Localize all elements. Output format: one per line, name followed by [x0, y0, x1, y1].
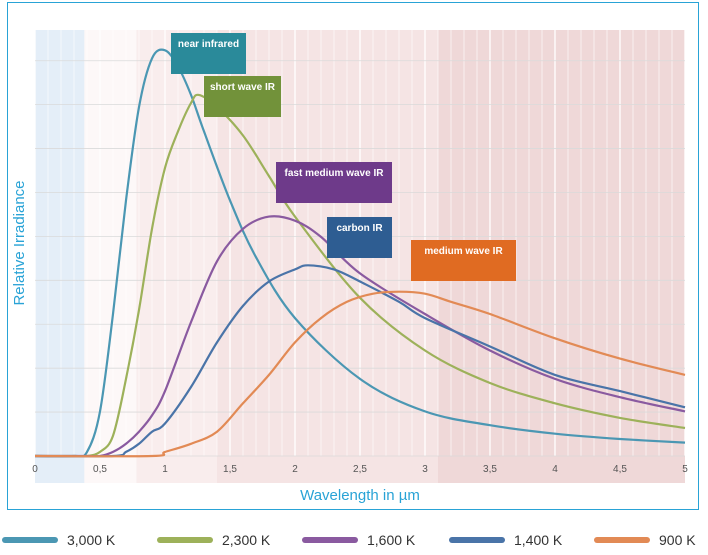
series-line-3 — [34, 264, 686, 458]
chart-frame — [7, 2, 699, 510]
x-tick-label: 0 — [32, 464, 38, 475]
legend-swatch — [2, 537, 58, 543]
series-line-0 — [34, 48, 686, 458]
legend-item: 2,300 K — [157, 528, 270, 552]
annotation-label: medium wave IR — [424, 246, 503, 257]
annotation-box-3 — [327, 217, 392, 258]
legend-label: 1,600 K — [367, 532, 416, 548]
series-line-2 — [35, 215, 686, 458]
annotation-label: fast medium wave IR — [285, 168, 385, 179]
annotation-label: short wave IR — [210, 82, 276, 93]
x-tick-label: 4,5 — [613, 464, 627, 475]
annotation-label: carbon IR — [336, 223, 383, 234]
x-tick-label: 0,5 — [93, 464, 107, 475]
legend-item: 1,400 K — [449, 528, 562, 552]
x-tick-label: 4 — [552, 464, 558, 475]
annotation-box-2 — [276, 162, 392, 203]
legend-label: 1,400 K — [514, 532, 563, 548]
x-tick-label: 3,5 — [483, 464, 497, 475]
legend: 3,000 K 2,300 K 1,600 K 1,400 K 900 K — [0, 528, 708, 554]
spectral-band-0 — [35, 30, 85, 483]
x-tick-label: 3 — [422, 464, 428, 475]
legend-swatch — [302, 537, 358, 543]
legend-swatch — [449, 537, 505, 543]
annotation-box-4 — [411, 240, 516, 281]
x-tick-label: 2,5 — [353, 464, 367, 475]
legend-swatch — [594, 537, 650, 543]
annotation-label: near infrared — [178, 39, 239, 50]
x-tick-label: 5 — [682, 464, 688, 475]
series-line-1 — [35, 93, 686, 458]
legend-item: 1,600 K — [302, 528, 415, 552]
legend-label: 900 K — [659, 532, 696, 548]
legend-swatch — [157, 537, 213, 543]
x-tick-label: 1 — [162, 464, 168, 475]
annotation-box-0 — [171, 33, 246, 74]
legend-label: 2,300 K — [222, 532, 271, 548]
x-axis-label: Wavelength in µm — [300, 487, 420, 504]
legend-item: 3,000 K — [2, 528, 115, 552]
x-tick-label: 2 — [292, 464, 298, 475]
y-axis-label: Relative Irradiance — [11, 180, 28, 305]
x-tick-label: 1,5 — [223, 464, 237, 475]
legend-label: 3,000 K — [67, 532, 116, 548]
annotation-box-1 — [204, 76, 281, 117]
legend-item: 900 K — [594, 528, 696, 552]
series-line-4 — [34, 290, 686, 458]
spectral-band-1 — [84, 30, 137, 483]
